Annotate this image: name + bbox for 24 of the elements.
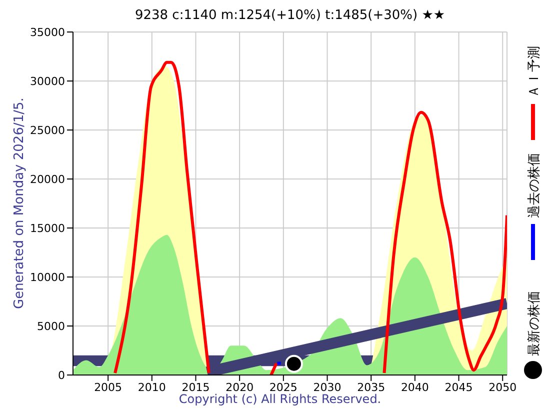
y-tick-label: 25000 <box>30 124 65 137</box>
x-tick-label: 2025 <box>269 380 298 394</box>
y-tick-label: 35000 <box>30 26 65 39</box>
y-tick-label: 10000 <box>30 270 65 284</box>
y-tick-label: 0 <box>58 368 65 382</box>
text: Generated on Monday 2026/1/5. <box>12 96 28 312</box>
text: 最新の株価 <box>527 291 542 356</box>
x-tick-label: 2050 <box>488 380 517 394</box>
x-tick-label: 2030 <box>313 380 342 394</box>
text: 過去の株価 <box>527 153 542 218</box>
x-tick-label: 2020 <box>226 380 254 394</box>
x-tick-label: 2005 <box>94 380 122 394</box>
text: Copyright (c) All Rights Reserved. <box>178 392 382 406</box>
y-tick-label: 20000 <box>30 172 65 186</box>
y-tick-label: 5000 <box>37 320 65 333</box>
x-tick-label: 2035 <box>357 380 386 394</box>
x-tick-label: 2045 <box>444 380 473 394</box>
x-tick-label: 2010 <box>138 380 166 394</box>
x-tick-label: 2040 <box>400 380 429 394</box>
text: ＡＩ予測 <box>527 46 542 98</box>
x-tick-label: 2015 <box>182 380 210 394</box>
y-tick-label: 30000 <box>30 74 65 88</box>
y-tick-label: 15000 <box>30 222 65 235</box>
chart-title: 9238 c:1140 m:1254(+10%) t:1485(+30%) ★★ <box>134 8 446 23</box>
